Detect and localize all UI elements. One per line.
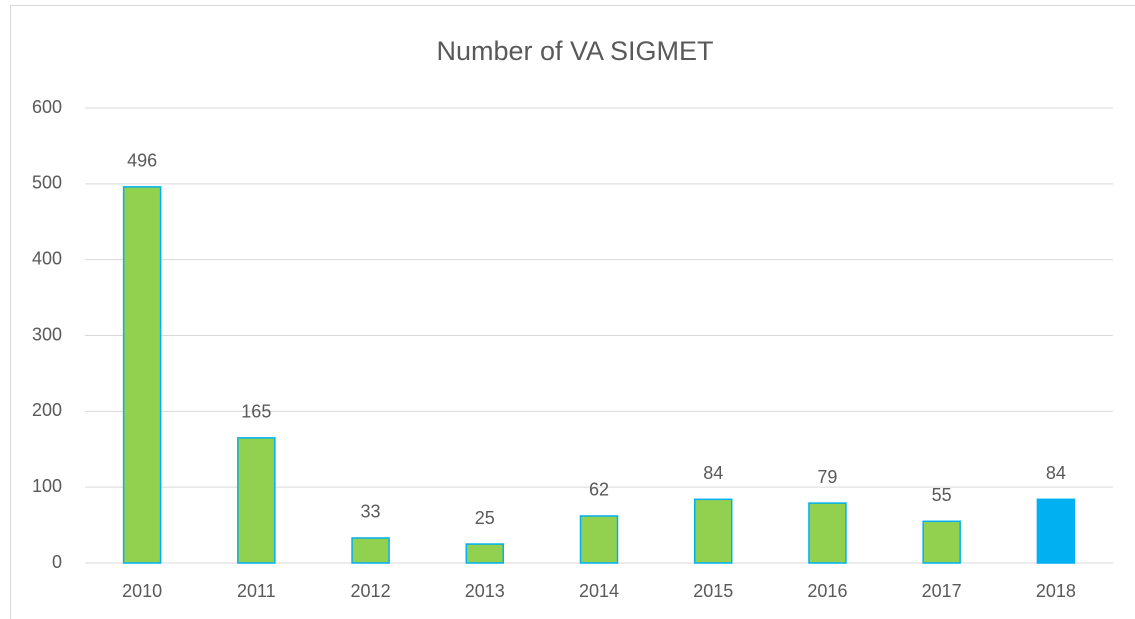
y-tick-label: 600	[32, 97, 62, 117]
y-tick-label: 200	[32, 400, 62, 420]
data-label: 496	[127, 151, 157, 171]
data-label: 62	[589, 480, 609, 500]
data-label: 165	[241, 402, 271, 422]
x-tick-label: 2013	[465, 581, 505, 601]
data-label: 84	[703, 463, 723, 483]
x-tick-label: 2012	[351, 581, 391, 601]
y-tick-label: 300	[32, 324, 62, 344]
bar	[237, 437, 276, 564]
bar	[693, 498, 733, 564]
x-tick-label: 2017	[922, 581, 962, 601]
bar	[465, 543, 505, 564]
x-tick-label: 2018	[1036, 581, 1076, 601]
chart-title: Number of VA SIGMET	[436, 36, 713, 66]
chart-frame	[10, 5, 1135, 619]
data-label: 79	[817, 467, 837, 487]
x-tick-label: 2011	[237, 581, 276, 601]
data-label: 33	[361, 502, 381, 522]
bar	[808, 502, 847, 564]
y-tick-label: 500	[32, 173, 62, 193]
bar	[122, 186, 162, 564]
y-tick-label: 0	[52, 552, 62, 572]
x-tick-label: 2010	[122, 581, 162, 601]
bar	[922, 520, 961, 564]
y-tick-label: 100	[32, 476, 62, 496]
x-tick-label: 2015	[693, 581, 733, 601]
x-tick-label: 2014	[579, 581, 619, 601]
data-label: 25	[475, 508, 495, 528]
bar	[579, 515, 619, 564]
y-tick-label: 400	[32, 248, 62, 268]
x-tick-label: 2016	[807, 581, 847, 601]
data-label: 55	[932, 485, 952, 505]
data-label: 84	[1046, 463, 1066, 483]
bar	[351, 537, 390, 564]
bar	[1036, 498, 1076, 564]
